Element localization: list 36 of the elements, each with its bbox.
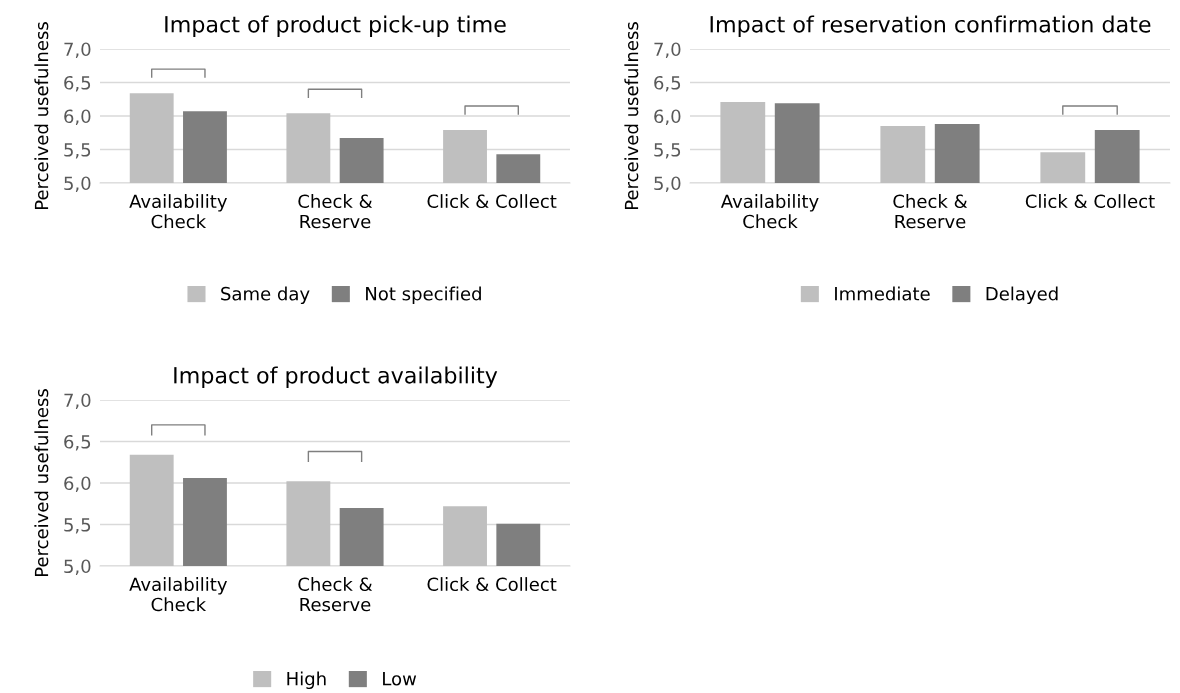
y-tick-label: 6,0 (64, 109, 91, 125)
y-tick-label: 6,5 (64, 434, 91, 451)
x-tick-label: Check & Reserve (893, 194, 968, 229)
y-tick-label: 5,0 (64, 176, 91, 192)
legend-label: Delayed (986, 286, 1058, 305)
legend-label: Immediate (835, 286, 930, 301)
legend-label: Low (383, 672, 417, 686)
y-tick-label: 6,0 (64, 476, 91, 492)
x-tick-label: Availability Check (720, 194, 819, 229)
y-tick-label: 5,5 (654, 143, 681, 159)
y-tick-label: 5,0 (654, 176, 681, 192)
y-tick-label: 7,0 (654, 42, 681, 58)
x-tick-label: Availability Check (129, 577, 227, 612)
x-tick-label: Click & Collect (427, 577, 557, 592)
x-tick-label: Click & Collect (427, 194, 557, 209)
x-tick-label: Availability Check (129, 194, 227, 229)
legend-label: Same day (221, 286, 310, 305)
chart-title: Impact of product pick-up time (165, 15, 506, 37)
x-tick-label: Check & Reserve (298, 577, 373, 612)
y-axis-title: Perceived usefulness (624, 22, 639, 209)
x-tick-label: Check & Reserve (298, 194, 373, 229)
y-tick-label: 5,5 (64, 518, 91, 534)
y-tick-label: 6,5 (64, 75, 91, 92)
chart-title: Impact of reservation confirmation date (710, 15, 1151, 37)
y-tick-label: 7,0 (64, 393, 91, 409)
y-tick-label: 5,5 (64, 143, 91, 159)
chart-title: Impact of product availability (174, 366, 498, 388)
y-axis-title: Perceived usefulness (34, 22, 49, 209)
y-axis-title: Perceived usefulness (34, 389, 49, 576)
x-tick-label: Click & Collect (1025, 194, 1155, 209)
legend-label: High (287, 671, 326, 690)
y-tick-label: 6,5 (654, 75, 681, 92)
y-tick-label: 5,0 (64, 559, 91, 575)
y-tick-label: 7,0 (64, 42, 91, 58)
y-tick-label: 6,0 (654, 109, 681, 125)
legend-label: Not specified (366, 286, 481, 305)
